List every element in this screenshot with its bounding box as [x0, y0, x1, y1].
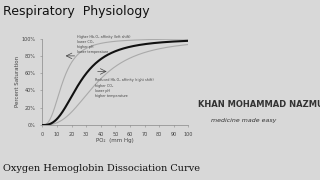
Text: Respiratory  Physiology: Respiratory Physiology — [3, 5, 150, 18]
Y-axis label: Percent Saturation: Percent Saturation — [15, 56, 20, 107]
Text: Oxygen Hemoglobin Dissociation Curve: Oxygen Hemoglobin Dissociation Curve — [3, 164, 200, 173]
Text: Higher Hb-O₂ affinity (left shift)
lower CO₂
higher pH
lower temperature: Higher Hb-O₂ affinity (left shift) lower… — [77, 35, 131, 54]
Text: medicine made easy: medicine made easy — [211, 118, 276, 123]
Text: KHAN MOHAMMAD NAZMUL: KHAN MOHAMMAD NAZMUL — [198, 100, 320, 109]
Text: Reduced Hb-O₂ affinity (right shift)
higher CO₂
lower pH
higher temperature: Reduced Hb-O₂ affinity (right shift) hig… — [95, 78, 154, 98]
X-axis label: PO₂  (mm Hg): PO₂ (mm Hg) — [96, 138, 134, 143]
